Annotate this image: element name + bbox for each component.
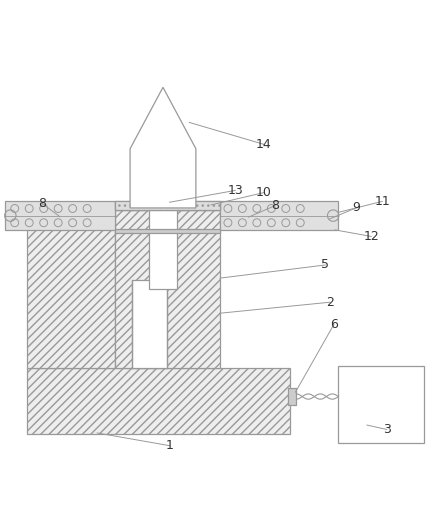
Bar: [115, 201, 220, 210]
Bar: [115, 210, 220, 368]
Text: 11: 11: [374, 195, 390, 208]
Bar: [5, 201, 115, 230]
Text: 12: 12: [363, 230, 379, 243]
Text: 1: 1: [165, 439, 173, 452]
Text: 6: 6: [330, 318, 338, 331]
Polygon shape: [130, 87, 196, 208]
Text: 13: 13: [227, 184, 243, 197]
Text: 14: 14: [256, 138, 272, 151]
Text: 2: 2: [326, 296, 334, 309]
Bar: [115, 201, 220, 210]
Bar: [115, 229, 220, 233]
Text: 8: 8: [271, 199, 279, 212]
Text: 10: 10: [256, 186, 272, 199]
Text: 9: 9: [352, 202, 360, 214]
Bar: [220, 201, 338, 230]
Bar: [27, 210, 115, 368]
Text: 3: 3: [383, 423, 391, 436]
Bar: [27, 368, 290, 434]
Bar: [149, 208, 177, 289]
Text: 5: 5: [321, 259, 329, 271]
Bar: [132, 280, 167, 368]
Bar: [338, 366, 424, 442]
Bar: [288, 388, 296, 405]
Text: 8: 8: [38, 197, 46, 210]
